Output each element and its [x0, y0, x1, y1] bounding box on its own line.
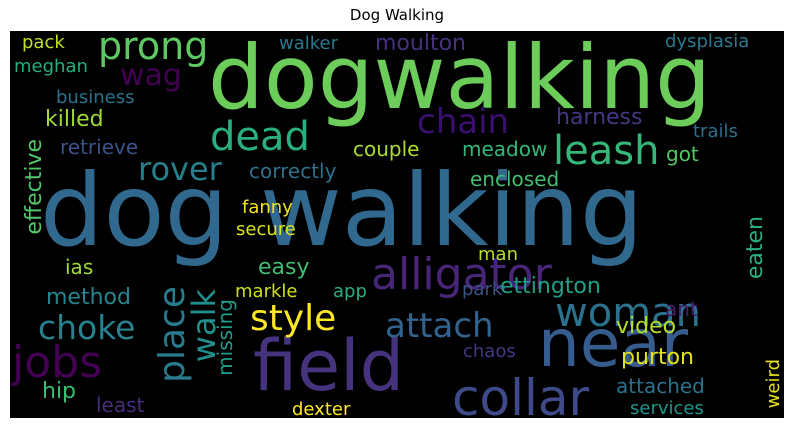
word-missing: missing	[213, 299, 237, 376]
word-markle: markle	[235, 281, 298, 302]
word-weird: weird	[763, 359, 784, 409]
word-dysplasia: dysplasia	[665, 31, 750, 52]
word-meghan: meghan	[14, 56, 88, 77]
word-services: services	[630, 398, 704, 418]
word-attach: attach	[385, 306, 494, 346]
word-secure: secure	[236, 219, 296, 240]
word-ettington: ettington	[500, 274, 601, 299]
word-pack: pack	[22, 32, 65, 53]
word-park: park	[462, 279, 503, 300]
chart-title: Dog Walking	[349, 6, 445, 24]
word-chaos: chaos	[463, 341, 516, 362]
word-least: least	[96, 393, 145, 417]
word-harness: harness	[556, 105, 643, 130]
word-fanny: fanny	[242, 197, 293, 218]
word-man: man	[478, 244, 518, 265]
word-jobs: jobs	[12, 337, 102, 388]
word-chain: chain	[417, 102, 510, 142]
word-dexter: dexter	[292, 399, 351, 419]
word-walker: walker	[279, 33, 339, 54]
word-woman: woman	[555, 290, 702, 336]
word-dogwalking: dogwalking	[208, 31, 711, 129]
word-eaten: eaten	[743, 216, 768, 280]
word-retrieve: retrieve	[60, 135, 139, 159]
word-meadow: meadow	[462, 137, 548, 161]
word-rover: rover	[138, 150, 222, 188]
word-alligator: alligator	[371, 249, 552, 300]
word-field: field	[253, 325, 405, 407]
word-wag: wag	[120, 58, 182, 93]
word-method: method	[46, 285, 131, 310]
word-leash: leash	[553, 128, 660, 174]
word-hip: hip	[42, 379, 77, 404]
word-choke: choke	[38, 308, 136, 347]
word-easy: easy	[258, 255, 310, 280]
word-moulton: moulton	[375, 31, 466, 56]
word-business: business	[56, 87, 135, 108]
word-app: app	[333, 281, 367, 302]
word-couple: couple	[353, 137, 420, 161]
word-ant: ant	[665, 297, 698, 321]
word-got: got	[666, 142, 699, 166]
word-cloud: dog walking dogwalking field near collar…	[10, 31, 784, 418]
word-dead: dead	[210, 114, 310, 160]
word-style: style	[250, 298, 337, 339]
word-effective: effective	[22, 139, 47, 235]
word-purton: purton	[621, 345, 694, 370]
word-near: near	[538, 305, 689, 382]
word-killed: killed	[45, 107, 104, 132]
word-trails: trails	[693, 121, 738, 142]
word-enclosed: enclosed	[470, 167, 560, 191]
word-prong: prong	[98, 31, 209, 68]
word-ias: ias	[65, 255, 94, 279]
word-attached: attached	[616, 374, 705, 398]
word-video: video	[616, 314, 677, 339]
word-collar: collar	[452, 369, 590, 418]
word-dog-walking: dog walking	[40, 152, 644, 269]
word-correctly: correctly	[249, 159, 337, 183]
